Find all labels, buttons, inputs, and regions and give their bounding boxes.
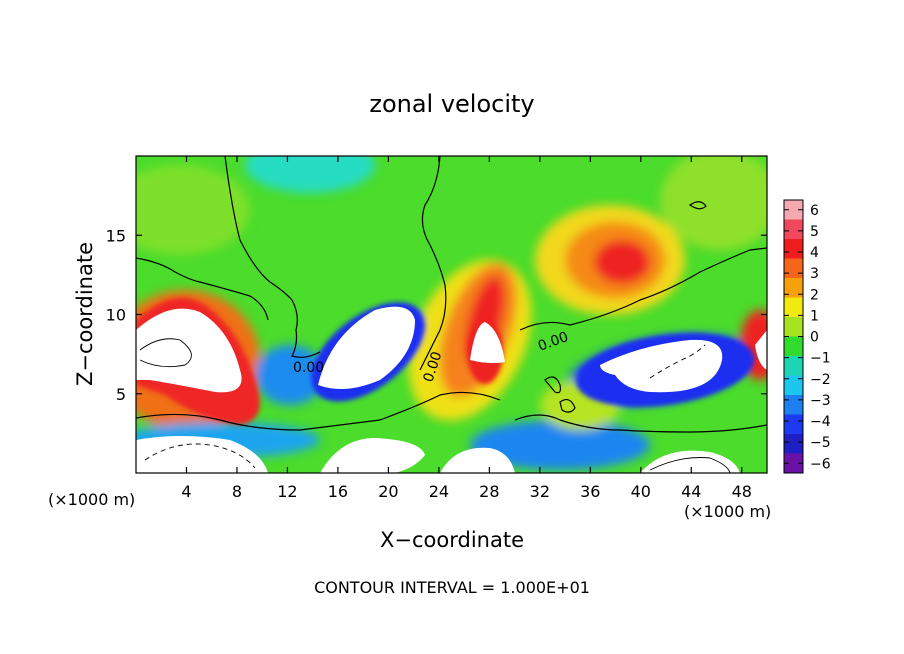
white-right-40-region [600, 339, 723, 393]
x-tick-label: 36 [580, 482, 600, 501]
zero-contour-left [136, 257, 269, 321]
zero-contour-right-top-loop [688, 201, 707, 210]
field-right-upper [660, 156, 767, 250]
zero-contour-mid-right [514, 414, 767, 433]
colorbar-tick-label: −4 [810, 414, 831, 430]
colorbar-tick-label: 4 [810, 245, 819, 261]
colorbar-swatch [784, 297, 803, 318]
contour-interval-footer: CONTOUR INTERVAL = 1.000E+01 [314, 578, 590, 597]
white-bottom-left-region [136, 436, 268, 473]
zero-contour-right [519, 247, 767, 331]
colorbar-swatch [784, 200, 803, 220]
colorbar-tick-label: 1 [810, 308, 819, 324]
x-tick-label: 44 [681, 482, 701, 501]
colorbar-swatch [784, 395, 803, 415]
white-left-region [136, 308, 242, 393]
x-tick-label: 48 [732, 482, 752, 501]
white-bottom-mid-region [320, 438, 425, 473]
x-tick-label: 16 [328, 482, 348, 501]
colorbar-tick-label: −6 [810, 456, 831, 472]
contour-dashed-right [649, 344, 706, 379]
x-tick-label: 28 [479, 482, 499, 501]
colorbar-tick-label: −5 [810, 435, 831, 451]
colorbar-swatch [784, 239, 803, 259]
white-right-edge-region [755, 330, 767, 370]
contour-bottom-right-inner [649, 457, 731, 473]
clipped-regions [136, 306, 767, 473]
field-blue-band-bottom [470, 420, 650, 470]
y-tick-label: 15 [106, 226, 126, 245]
y-axis-label: Z−coordinate [73, 242, 97, 386]
colorbar-swatch [784, 375, 803, 396]
x-axis-label: X−coordinate [380, 528, 524, 552]
white-bottom-mid2-region [440, 447, 515, 473]
field-upper-right-jet-red [594, 240, 650, 284]
contour-lines [136, 156, 767, 473]
x-tick-label: 4 [181, 482, 191, 501]
x-unit-label-right: (×1000 m) [684, 502, 771, 521]
zero-contour-bottom [136, 391, 501, 431]
colorbar-swatch [784, 317, 803, 337]
colorbar-swatch [784, 414, 803, 435]
zero-contour-loop2 [559, 398, 576, 413]
colorbar-tick-label: −1 [810, 351, 831, 367]
x-tick-label: 32 [530, 482, 550, 501]
zero-contour-loop [544, 376, 562, 394]
colorbar-tick-label: −3 [810, 393, 831, 409]
field-blue-16 [255, 345, 325, 405]
x-unit-label-left: (×1000 m) [48, 490, 135, 509]
chart-title: zonal velocity [369, 90, 534, 118]
colorbar-tick-label: 6 [810, 203, 819, 219]
colorbar-swatch [784, 453, 803, 474]
y-axis: 5 10 15 [106, 226, 767, 404]
colorbar-swatch [784, 356, 803, 376]
colorbar-tick-label: 2 [810, 287, 819, 303]
colorbar-tick-label: 5 [810, 224, 819, 240]
y-tick-label: 5 [116, 385, 126, 404]
colorbar-tick-label: 0 [810, 330, 819, 346]
white-28-region [470, 322, 505, 364]
x-axis: 4 8 12 16 20 24 28 32 36 40 44 48 [181, 156, 752, 501]
colorbar-swatch [784, 219, 803, 240]
x-tick-label: 24 [429, 482, 449, 501]
white-mid-20-region [318, 306, 415, 389]
colorbar-tick-label: −2 [810, 372, 831, 388]
colorbar-swatch [784, 434, 803, 454]
zero-contour-upper-mid [419, 156, 447, 371]
field-upper-left-top [136, 165, 250, 255]
contour-white-left-inner [139, 338, 192, 368]
plot-area: 0.00 0.00 0.00 [136, 156, 767, 473]
x-tick-label: 8 [232, 482, 242, 501]
contour-dashed-bottom-left [144, 443, 256, 469]
x-tick-label: 12 [277, 482, 297, 501]
contour-label-1: 0.00 [293, 360, 324, 376]
colorbar: 6 5 4 3 2 1 0 −1 −2 −3 −4 −5 −6 [783, 199, 831, 474]
x-tick-label: 40 [631, 482, 651, 501]
field-upper-cyan [245, 156, 375, 193]
zero-contour-top-left [224, 156, 321, 358]
y-tick-label: 10 [106, 306, 126, 325]
colorbar-swatch [784, 258, 803, 279]
colorbar-swatch [784, 336, 803, 357]
white-bottom-right-region [640, 450, 740, 473]
x-tick-label: 20 [378, 482, 398, 501]
colorbar-tick-label: 3 [810, 266, 819, 282]
colorbar-swatch [784, 278, 803, 298]
